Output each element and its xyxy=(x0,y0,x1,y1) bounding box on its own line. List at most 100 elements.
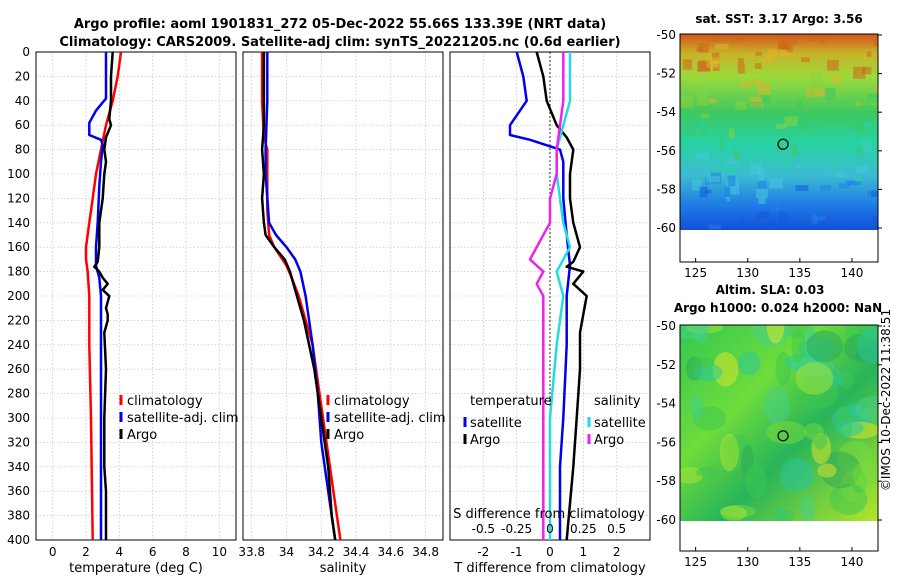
map-y-tick-label: -50 xyxy=(656,28,676,42)
sst-texture-cell xyxy=(682,59,692,70)
x-tick-label-top: 0 xyxy=(546,522,554,536)
sst-texture-cell xyxy=(714,43,729,49)
sst-texture-cell xyxy=(822,111,835,122)
sla-texture-blob xyxy=(800,495,815,521)
x-tick-label: 0 xyxy=(546,545,554,559)
legend-label: satellite xyxy=(470,416,522,431)
sst-texture-cell xyxy=(761,95,771,104)
sst-texture-cell xyxy=(729,187,740,195)
sst-texture-cell xyxy=(854,175,863,184)
sst-texture-cell xyxy=(747,54,754,60)
depth-tick-label: 0 xyxy=(22,45,30,59)
sst-texture-cell xyxy=(855,101,863,106)
legend-label: satellite-adj. clim xyxy=(127,411,239,426)
sla-texture-blob xyxy=(806,330,843,363)
sst-texture-cell xyxy=(733,149,740,162)
sst-texture-cell xyxy=(784,116,798,126)
legend-label: Argo xyxy=(334,428,364,443)
sst-texture-cell xyxy=(809,72,821,83)
panel-frame xyxy=(242,51,444,541)
sst-texture-cell xyxy=(708,224,722,230)
sst-texture-cell xyxy=(701,127,706,138)
sla-map-axes: 125 130 135 140 -50 -52 -54 -56 -58 -60 xyxy=(656,319,882,569)
sst-texture-cell xyxy=(704,189,712,194)
sst-texture-cell xyxy=(827,59,839,71)
sst-texture-cell xyxy=(755,51,762,56)
x-axis-label: temperature (deg C) xyxy=(69,561,203,576)
sst-texture-cell xyxy=(820,36,826,44)
sst-texture-cell xyxy=(830,162,837,170)
sst-texture-cell xyxy=(778,211,788,224)
depth-tick-label: 80 xyxy=(15,143,30,157)
map-x-tick-label: 130 xyxy=(736,266,759,280)
sla-texture-blob xyxy=(813,431,828,450)
sst-texture-cell xyxy=(796,101,802,110)
x-tick-label: -1 xyxy=(511,545,523,559)
sst-texture-cell xyxy=(750,163,762,175)
map-x-tick-label: 135 xyxy=(788,266,811,280)
sst-map-axes: 125 130 135 140 -50 -52 -54 -56 -58 -60 xyxy=(656,28,882,280)
sst-texture-cell xyxy=(780,49,791,57)
sst-texture-cell xyxy=(778,39,790,50)
sst-texture-cell xyxy=(787,44,793,53)
map-x-tick-label: 135 xyxy=(788,555,811,569)
sst-texture-cell xyxy=(700,122,706,131)
depth-tick-label: 100 xyxy=(7,167,30,181)
sst-texture-cell xyxy=(790,145,799,156)
map-x-tick-label: 125 xyxy=(684,266,707,280)
sst-texture-cell xyxy=(767,48,777,58)
series-line-satellite-adj-clim xyxy=(264,52,337,541)
depth-tick-label: 300 xyxy=(7,411,30,425)
sla-texture-blob xyxy=(763,387,791,424)
sst-texture-cell xyxy=(771,203,781,212)
legend-label: Argo xyxy=(470,433,500,448)
sst-texture-cell xyxy=(741,154,752,162)
sst-texture-cell xyxy=(709,98,717,104)
x-tick-label: 8 xyxy=(182,545,190,559)
sst-texture-cell xyxy=(827,137,838,145)
sst-argo-position-marker xyxy=(777,138,789,150)
legend-label: satellite-adj. clim xyxy=(334,411,446,426)
depth-tick-label: 260 xyxy=(7,362,30,376)
legend-title: temperature xyxy=(470,394,552,409)
sst-texture-cell xyxy=(806,86,812,98)
sla-texture-blob xyxy=(819,451,861,489)
sst-texture-cell xyxy=(824,88,836,100)
sst-texture-cell xyxy=(720,155,728,163)
sst-texture-cell xyxy=(877,36,878,46)
map-y-tick-label: -52 xyxy=(656,358,676,372)
watermark: ©IMOS 10-Dec-2022 11:38:51 xyxy=(879,309,893,491)
sst-map: sat. SST: 3.17 Argo: 3.56 125 130 135 140 -5… xyxy=(656,12,882,280)
x-tick-label: 2 xyxy=(613,545,621,559)
sla-texture-blob xyxy=(791,329,806,363)
map-y-tick-label: -58 xyxy=(656,474,676,488)
sst-texture-cell xyxy=(763,56,774,64)
sst-texture-cell xyxy=(727,175,736,187)
sst-texture-cell xyxy=(777,143,784,152)
sst-texture-cell xyxy=(863,122,872,127)
sst-texture-cell xyxy=(814,216,826,221)
legend-label: climatology xyxy=(127,394,203,409)
depth-tick-label: 400 xyxy=(7,533,30,547)
sst-texture-cell xyxy=(738,58,744,66)
series-line-t-satellite xyxy=(508,51,572,540)
map-y-tick-label: -52 xyxy=(656,67,676,81)
depth-tick-label: 40 xyxy=(15,94,30,108)
map-y-tick-label: -58 xyxy=(656,182,676,196)
sla-texture-blob xyxy=(840,369,854,390)
sst-texture-cell xyxy=(700,113,709,118)
x-axis-label-top: S difference from climatology xyxy=(453,507,645,522)
sst-texture-cell xyxy=(737,64,745,74)
sst-texture-cell xyxy=(809,35,816,42)
legend-label: satellite xyxy=(594,416,646,431)
sst-texture-cell xyxy=(748,147,761,157)
sla-texture-blob xyxy=(738,351,761,376)
sla-texture-blob xyxy=(835,420,864,437)
sst-texture-cell xyxy=(773,139,779,149)
title-line-2: Climatology: CARS2009. Satellite-adj cli… xyxy=(59,35,620,50)
sst-texture-cell xyxy=(741,81,751,88)
x-axis-label: salinity xyxy=(320,561,367,576)
sst-texture-cell xyxy=(874,85,878,93)
x-tick-label: 34.2 xyxy=(308,545,335,559)
sst-texture-cell xyxy=(695,152,709,160)
